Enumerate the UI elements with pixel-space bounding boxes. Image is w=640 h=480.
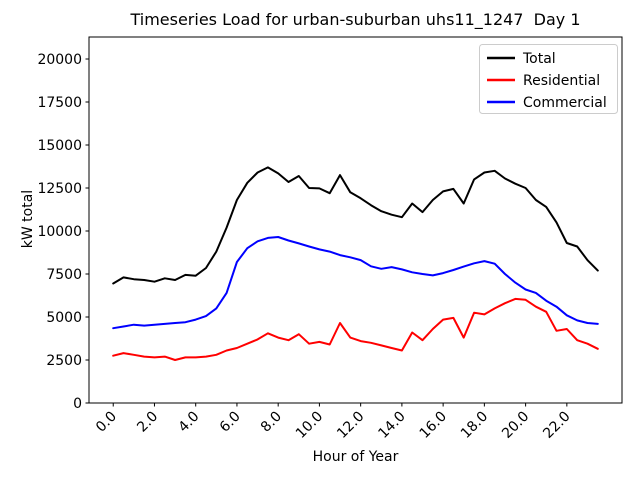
legend-label-residential: Residential xyxy=(523,73,600,89)
y-tick-label: 10000 xyxy=(37,224,82,240)
x-tick-label: 2.0 xyxy=(134,409,161,436)
y-tick-label: 15000 xyxy=(37,138,82,154)
x-tick-label: 12.0 xyxy=(334,409,367,442)
y-tick-label: 5000 xyxy=(46,310,82,326)
x-tick-label: 8.0 xyxy=(258,409,285,436)
y-tick-label: 20000 xyxy=(37,52,82,68)
legend-box xyxy=(479,44,618,114)
series-line-commercial xyxy=(112,236,599,330)
x-tick-label: 4.0 xyxy=(175,409,202,436)
x-tick-label: 20.0 xyxy=(499,409,532,442)
y-tick-label: 17500 xyxy=(37,95,82,111)
y-tick-label: 12500 xyxy=(37,181,82,197)
y-axis-label: kW total xyxy=(20,189,36,249)
plot-border xyxy=(88,36,623,404)
y-tick-label: 7500 xyxy=(46,267,82,283)
x-tick-label: 10.0 xyxy=(293,409,326,442)
x-tick-label: 0.0 xyxy=(93,409,120,436)
series-line-residential xyxy=(112,297,599,361)
y-tick-label: 2500 xyxy=(46,353,82,369)
x-tick-label: 6.0 xyxy=(217,409,244,436)
x-tick-label: 22.0 xyxy=(540,409,573,442)
x-axis-label: Hour of Year xyxy=(312,449,399,465)
x-tick-label: 14.0 xyxy=(375,409,408,442)
y-tick-label: 0 xyxy=(73,396,82,412)
legend-label-commercial: Commercial xyxy=(523,95,607,111)
x-tick-label: 18.0 xyxy=(458,409,491,442)
series-line-total xyxy=(112,166,599,285)
legend-label-total: Total xyxy=(522,51,556,67)
x-tick-label: 16.0 xyxy=(417,409,450,442)
chart-title: Timeseries Load for urban-suburban uhs11… xyxy=(130,10,581,29)
